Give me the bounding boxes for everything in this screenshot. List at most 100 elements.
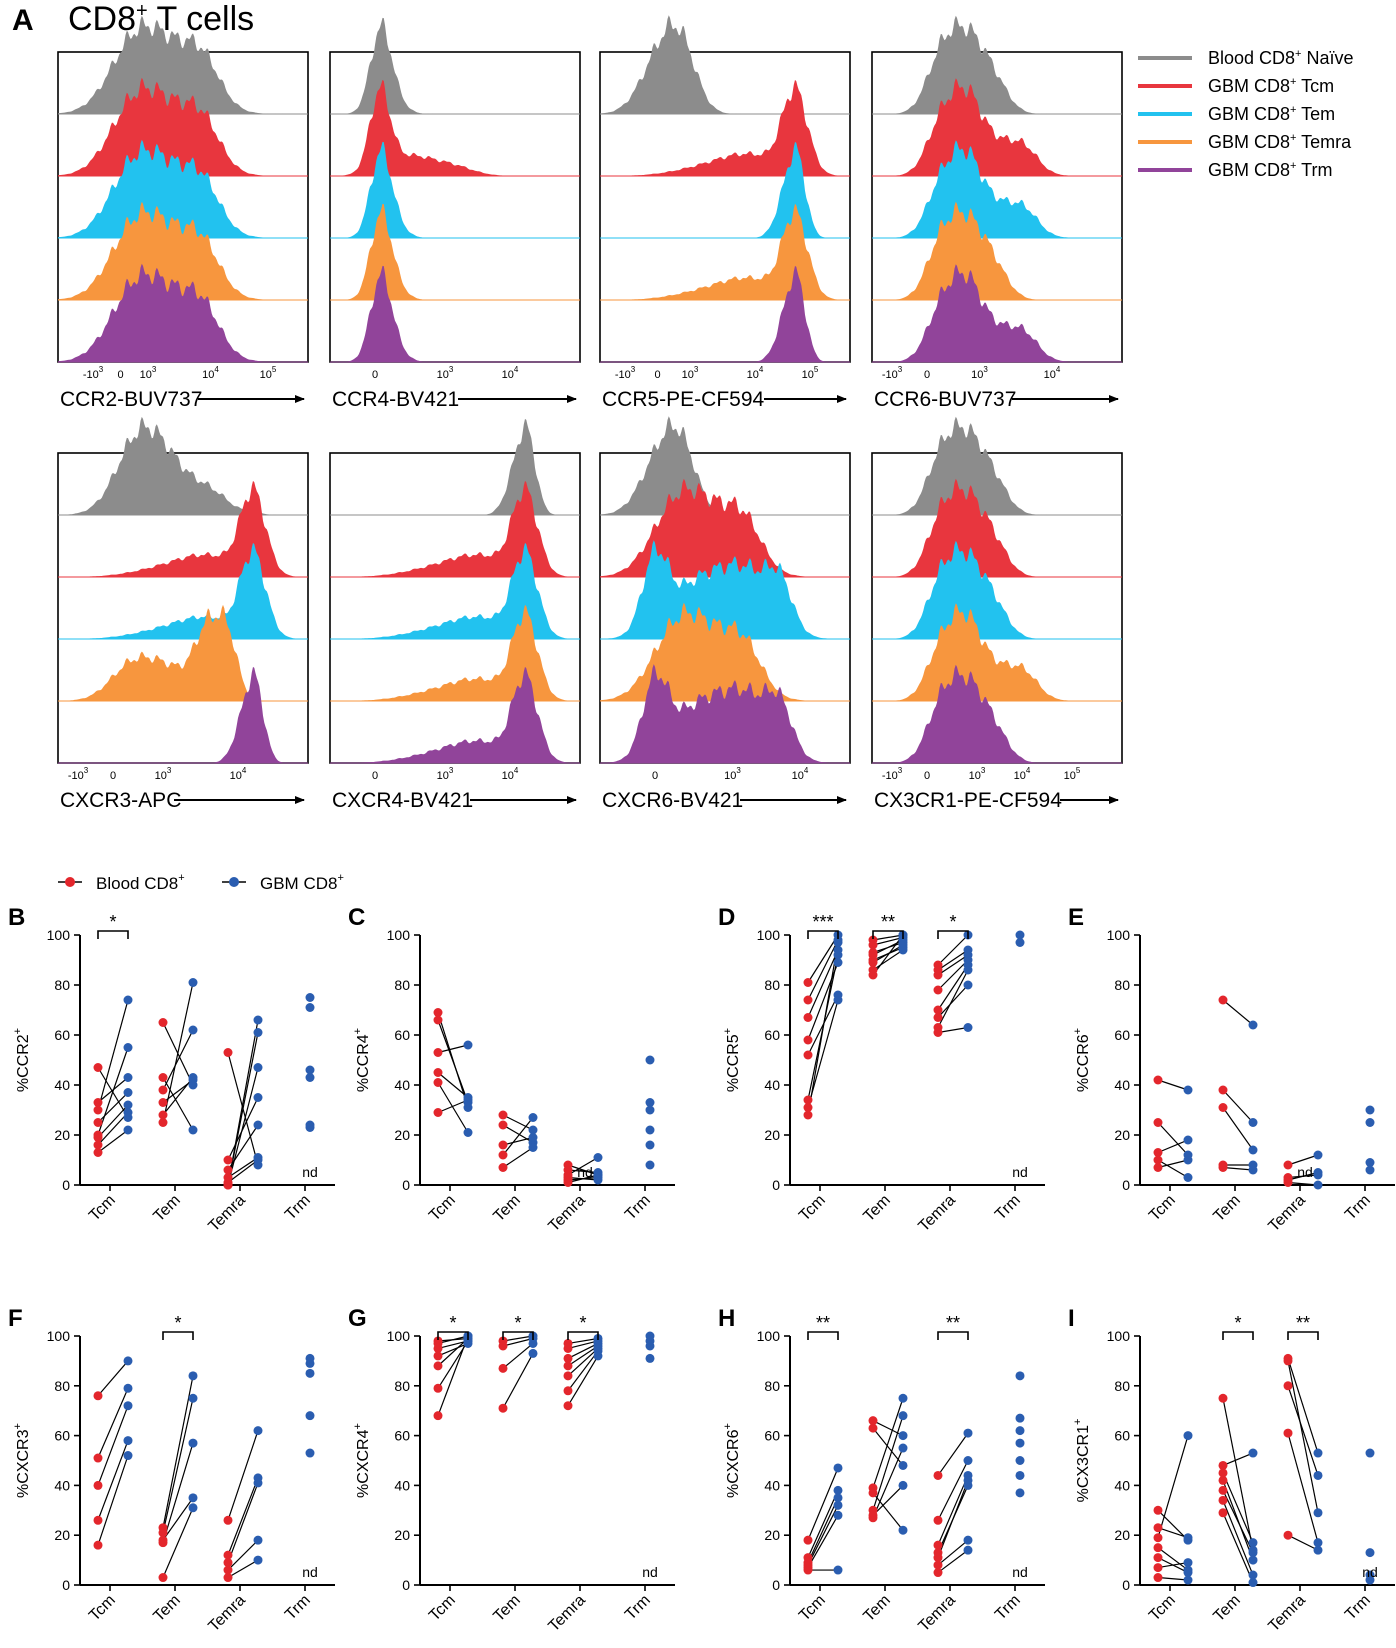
histogram-tick-label: 104: [502, 365, 519, 381]
not-detected-label: nd: [1362, 1564, 1378, 1580]
pair-line: [807, 1467, 839, 1541]
gbm-dot: [528, 1125, 538, 1135]
y-tick-label: 20: [764, 1527, 780, 1543]
gbm-dot: [963, 980, 973, 990]
pair-line: [97, 1360, 129, 1397]
blood-dot: [433, 1383, 443, 1393]
blood-dot: [93, 1140, 103, 1150]
blood-dot: [933, 1568, 943, 1578]
blood-dot: [563, 1401, 573, 1411]
x-tick-label: Tcm: [86, 1192, 119, 1225]
pair-line: [162, 1497, 194, 1541]
y-tick-label: 100: [757, 927, 781, 943]
histogram-axis-label: CXCR6-BV421: [602, 789, 743, 812]
blood-dot: [1153, 1573, 1163, 1583]
pair-line: [1157, 1435, 1189, 1538]
histogram-naive: [58, 15, 308, 114]
y-tick-label: 60: [764, 1027, 780, 1043]
y-tick-label: 40: [394, 1077, 410, 1093]
trm-dot: [305, 1065, 315, 1075]
pair-line: [937, 1460, 969, 1521]
trm-dot: [645, 1341, 655, 1351]
gbm-dot: [963, 965, 973, 975]
y-axis-label: %CCR2+: [12, 1028, 32, 1092]
blood-dot: [1283, 1530, 1293, 1540]
dotplot-letter: H: [718, 1305, 735, 1332]
gbm-dot: [833, 995, 843, 1005]
pair-line: [937, 934, 969, 966]
y-tick-label: 0: [772, 1177, 780, 1193]
blood-dot: [803, 1110, 813, 1120]
y-tick-label: 60: [1114, 1027, 1130, 1043]
pair-line: [437, 1335, 469, 1416]
blood-dot: [563, 1361, 573, 1371]
pair-line: [807, 939, 839, 1001]
histogram-tcm: [872, 478, 1122, 577]
blood-dot: [1218, 1163, 1228, 1172]
gbm-dot: [1183, 1155, 1193, 1165]
pair-line: [567, 1348, 599, 1377]
dotplot-panel: C 0 20 40 60 80 100 %CCR4+ Tcm Tem Temra Trm nd: [348, 904, 675, 1235]
gbm-dot: [123, 1125, 133, 1135]
pair-line: [437, 1342, 469, 1357]
trm-dot: [645, 1105, 655, 1115]
pair-line: [807, 949, 839, 1018]
blood-dot: [93, 1515, 103, 1525]
blood-dot: [933, 970, 943, 980]
legend-label: GBM CD8+: [260, 872, 344, 893]
x-tick-label: Tem: [150, 1192, 183, 1225]
blood-dot: [158, 1073, 168, 1082]
y-tick-label: 40: [764, 1077, 780, 1093]
gbm-dot: [123, 1100, 133, 1110]
gbm-dot: [898, 1431, 908, 1441]
y-axis-label: %CCR6+: [1072, 1028, 1092, 1092]
histogram-trm: [872, 264, 1122, 362]
pair-line: [227, 1482, 259, 1563]
gbm-dot: [1248, 1578, 1258, 1588]
gbm-dot: [1183, 1568, 1193, 1578]
y-tick-label: 80: [764, 1378, 780, 1394]
gbm-dot: [593, 1170, 603, 1180]
histogram-panel: -103 0 103 104 105 CCR2-BUV737: [57, 15, 309, 411]
gbm-dot: [963, 1535, 973, 1545]
histogram-tem: [330, 542, 580, 639]
y-tick-label: 60: [394, 1428, 410, 1444]
gbm-dot: [963, 1428, 973, 1438]
histogram-tick-label: 103: [682, 365, 699, 381]
pair-line: [97, 1388, 129, 1459]
pair-line: [937, 1475, 969, 1546]
blood-dot: [1153, 1553, 1163, 1563]
x-tick-label: Tem: [150, 1592, 183, 1625]
dotplot-letter: C: [348, 904, 365, 931]
gbm-dot: [1248, 1555, 1258, 1565]
x-tick-label: Tcm: [426, 1592, 459, 1625]
histogram-tem: [58, 139, 308, 238]
histogram-tick-label: -103: [882, 365, 903, 381]
pair-line: [502, 1147, 534, 1168]
pair-line: [162, 1029, 194, 1091]
gbm-dot: [123, 1383, 133, 1393]
blood-dot: [158, 1085, 168, 1095]
pair-line: [1287, 1358, 1319, 1454]
trm-dot: [305, 1123, 315, 1132]
significance-label: *: [949, 912, 956, 932]
blood-dot: [803, 1095, 813, 1105]
blood-dot: [1218, 1508, 1228, 1518]
trm-dot: [1015, 1456, 1025, 1465]
x-tick-label: Trm: [282, 1592, 314, 1624]
blood-dot: [1153, 1155, 1163, 1165]
pair-line: [162, 982, 194, 1123]
dotplot-letter: D: [718, 904, 735, 931]
dotplot-panel: H 0 20 40 60 80 100 %CXCR6+ Tcm Tem Temra Trm nd ** **: [718, 1305, 1045, 1635]
trm-dot: [645, 1353, 655, 1363]
blood-dot: [498, 1140, 508, 1150]
blood-dot: [433, 1351, 443, 1361]
gbm-dot: [593, 1153, 603, 1162]
dotplot-panel: F 0 20 40 60 80 100 %CXCR3+ Tcm Tem Temra Trm nd *: [8, 1305, 335, 1635]
gbm-dot: [898, 1480, 908, 1490]
significance-bracket: [937, 1331, 969, 1340]
y-tick-label: 60: [1114, 1428, 1130, 1444]
histogram-tcm: [872, 78, 1122, 176]
trm-dot: [1015, 1438, 1025, 1448]
pair-line: [1157, 1139, 1189, 1154]
